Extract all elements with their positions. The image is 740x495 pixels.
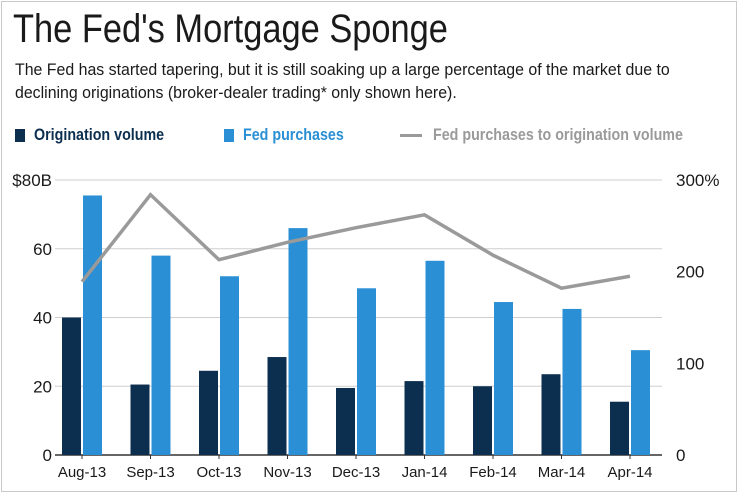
right-axis-tick-label: 100 (676, 354, 704, 373)
chart-title: The Fed's Mortgage Sponge (13, 7, 448, 51)
bar-origination (404, 381, 424, 455)
bar-fed-purchases (151, 255, 171, 455)
bar-origination (336, 387, 355, 455)
legend-label-fed: Fed purchases (243, 125, 344, 144)
left-axis-tick-label: 40 (33, 309, 52, 328)
bar-fed-purchases (631, 350, 650, 455)
legend-ratio: Fed purchases to origination volume (400, 124, 731, 146)
right-axis-tick-label: 300% (676, 171, 719, 190)
left-axis-tick-label: 0 (43, 446, 52, 465)
bar-origination (199, 370, 218, 455)
bar-fed-purchases (562, 308, 582, 455)
legend-swatch-ratio (400, 133, 422, 137)
bar-origination (541, 374, 561, 455)
x-axis-category-label: Apr-14 (607, 464, 652, 481)
x-axis-category-label: Oct-13 (196, 464, 241, 481)
legend-swatch-origination (15, 128, 25, 142)
bar-origination (473, 386, 492, 455)
legend-label-origination: Origination volume (34, 125, 165, 144)
right-axis-tick-label: 200 (676, 263, 704, 282)
legend-origination: Origination volume (15, 124, 189, 146)
bar-origination (267, 357, 287, 455)
x-axis-category-label: Aug-13 (58, 464, 106, 481)
legend-label-ratio: Fed purchases to origination volume (433, 125, 683, 144)
chart-subtitle: The Fed has started tapering, but it is … (15, 60, 670, 102)
x-axis-category-label: Mar-14 (538, 464, 586, 481)
bar-fed-purchases (425, 260, 445, 455)
bar-fed-purchases (494, 302, 513, 455)
x-axis-category-label: Jan-14 (402, 464, 448, 481)
legend-fed: Fed purchases (224, 124, 363, 146)
legend-swatch-fed (224, 128, 234, 142)
x-axis-category-label: Sep-13 (126, 464, 174, 481)
bar-fed-purchases (357, 288, 376, 455)
bar-origination (610, 401, 629, 455)
bar-fed-purchases (288, 228, 308, 455)
bar-fed-purchases (83, 195, 102, 455)
x-axis-category-label: Dec-13 (332, 464, 380, 481)
bar-fed-purchases (220, 276, 239, 455)
left-axis-tick-label: 60 (33, 240, 52, 259)
x-axis-category-label: Feb-14 (469, 464, 517, 481)
left-axis-tick-label: 20 (33, 377, 52, 396)
bar-origination (62, 317, 81, 455)
left-axis-tick-label: $80B (12, 171, 52, 190)
right-axis-tick-label: 0 (676, 446, 685, 465)
bar-origination (130, 384, 150, 455)
x-axis-category-label: Nov-13 (263, 464, 311, 481)
